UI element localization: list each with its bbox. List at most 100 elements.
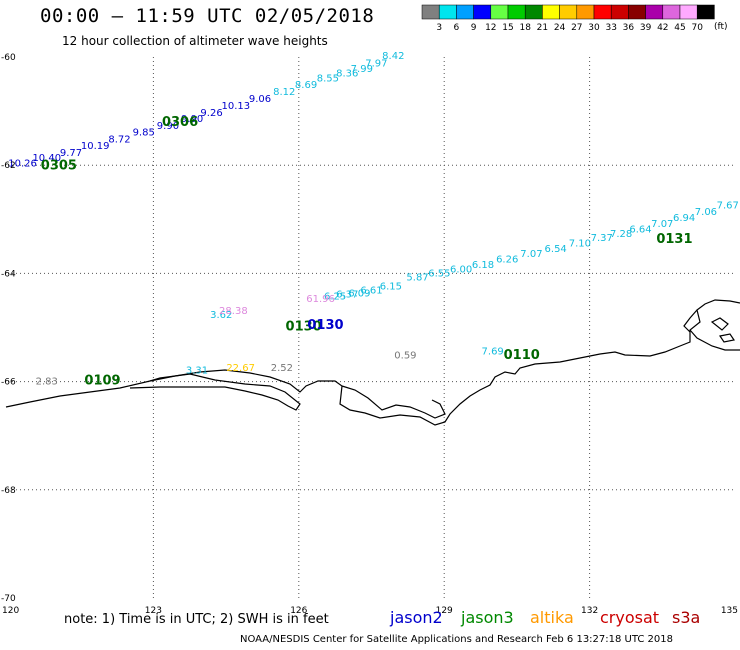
swh-value-label: 9.77 (60, 148, 82, 159)
swh-value-label: 7.28 (610, 229, 632, 240)
legend-satellite-jason2: jason2 (390, 608, 443, 627)
swh-value-label: 5.87 (406, 272, 428, 283)
legend-swatch (542, 4, 560, 20)
lat-tick-label: -70 (1, 594, 16, 604)
swh-value-label: 28.38 (219, 306, 248, 317)
swh-value-label: 10.13 (221, 101, 250, 112)
swh-value-label: 7.06 (695, 207, 717, 218)
coast-islands (710, 317, 735, 343)
swh-value-label: 6.18 (472, 260, 494, 271)
swh-value-label: 6.09 (348, 289, 370, 300)
swh-value-label: 8.36 (336, 68, 358, 79)
legend-bin-label: 21 (537, 23, 548, 33)
track-time-label: 0305 (41, 159, 77, 174)
legend-unit: (ft) (714, 22, 728, 32)
swh-value-label: 8.42 (382, 51, 404, 62)
swh-value-label: 3.62 (210, 310, 232, 321)
track-time-label: 0131 (656, 232, 692, 247)
swh-value-label: 7.37 (591, 233, 613, 244)
swh-value-label: 10.26 (8, 158, 37, 169)
footer-credit: NOAA/NESDIS Center for Satellite Applica… (240, 634, 673, 645)
swh-value-label: 6.54 (545, 244, 567, 255)
swh-value-label: 2.83 (36, 376, 58, 387)
legend-bin-label: 45 (674, 23, 685, 33)
swh-value-label: 10.19 (81, 141, 110, 152)
swh-value-label: 22.67 (226, 363, 255, 374)
swh-value-label: 6.94 (673, 213, 695, 224)
legend-swatch (645, 4, 664, 20)
swh-value-label: 2.52 (271, 363, 293, 374)
legend-bin-label: 30 (588, 23, 600, 33)
lat-tick-label: -68 (1, 486, 16, 496)
track-time-label: 0109 (84, 373, 120, 388)
track-time-label: 0130 (286, 320, 322, 335)
swh-value-label: 9.90 (157, 121, 179, 132)
color-legend: 3 6 9 12 15 18 21 24 27 30 33 36 39 42 45 70 (421, 4, 715, 33)
title-time-range: 00:00 – 11:59 UTC 02/05/2018 (40, 5, 375, 27)
lat-tick-label: -60 (1, 53, 16, 63)
legend-satellite-cryosat: cryosat (600, 608, 660, 627)
swh-value-label: 9.85 (133, 127, 155, 138)
swh-value-label: 3.31 (186, 365, 208, 376)
legend-swatch (662, 4, 681, 20)
coast-inlet-mid (341, 385, 446, 419)
legend-swatch (628, 4, 646, 20)
legend-bin-label: 9 (471, 23, 477, 33)
lat-tick-label: -66 (1, 378, 16, 388)
swh-value-label: 6.25 (324, 291, 346, 302)
antarctic-coastline (5, 299, 740, 426)
legend-bin-label: 33 (605, 23, 616, 33)
swh-value-label: 7.07 (651, 219, 673, 230)
legend-bin-label: 18 (519, 23, 531, 33)
legend-satellite-jason3: jason3 (461, 608, 514, 627)
legend-bin-label: 12 (485, 23, 496, 33)
swh-value-label: 8.12 (273, 87, 295, 98)
swh-value-label: 6.61 (360, 285, 382, 296)
legend-bin-label: 27 (571, 23, 582, 33)
swh-value-label: 7.97 (365, 59, 387, 70)
legend-swatch (576, 4, 595, 20)
swh-value-label: 6.00 (450, 264, 472, 275)
legend-satellite-altika: altika (530, 608, 574, 627)
legend-bin-label: 15 (502, 23, 513, 33)
swh-value-label: 8.69 (295, 80, 317, 91)
legend-swatch (507, 4, 526, 20)
swh-value-label: 10.40 (32, 153, 61, 164)
swh-value-label: 0.59 (394, 350, 416, 361)
lat-tick-label: -62 (1, 161, 16, 171)
swh-value-label: 8.72 (108, 134, 130, 145)
track-time-labels: 0130 0306 0305 0131 0130 0110 0109 (41, 115, 693, 388)
legend-swatch (679, 4, 698, 20)
legend-bin-label: 36 (623, 23, 635, 33)
legend-bin-label: 42 (657, 23, 668, 33)
coast-inlet-left (129, 373, 301, 411)
swh-value-label: 7.67 (717, 200, 739, 211)
swh-value-label: 7.99 (351, 64, 373, 75)
legend-swatch (524, 4, 543, 20)
track-time-label: 0306 (162, 115, 198, 130)
track-time-label: 0130 (307, 318, 343, 333)
swh-value-label: 6.55 (428, 269, 450, 280)
lon-tick-label: 120 (2, 606, 19, 616)
swh-value-label: 9.06 (249, 94, 271, 105)
swh-value-label: 6.64 (629, 224, 651, 235)
lon-tick-label: 135 (721, 606, 738, 616)
lon-tick-label: 132 (581, 606, 598, 616)
legend-swatch (421, 4, 440, 20)
legend-swatch (438, 4, 457, 20)
coastline (5, 299, 740, 426)
legend-swatch (490, 4, 509, 20)
legend-swatch (559, 4, 578, 20)
legend-swatch (473, 4, 492, 20)
coast-bay-right (683, 309, 740, 351)
footer-note: note: 1) Time is in UTC; 2) SWH is in fe… (64, 612, 329, 627)
swh-value-label: 7.10 (569, 238, 591, 249)
legend-bin-label: 6 (454, 23, 460, 33)
swh-value-label: 9.26 (200, 108, 222, 119)
legend-bin-label: 70 (691, 23, 703, 33)
legend-swatch (593, 4, 612, 20)
swh-value-label: 6.26 (496, 255, 518, 266)
legend-bin-label: 24 (554, 23, 566, 33)
